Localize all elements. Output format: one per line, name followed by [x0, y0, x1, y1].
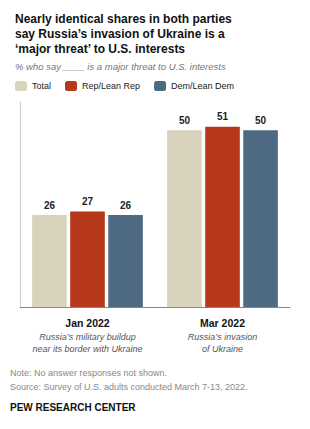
svg-text:Dem/Lean Dem: Dem/Lean Dem — [171, 81, 234, 91]
svg-text:near its border with Ukraine: near its border with Ukraine — [32, 344, 142, 354]
svg-text:Russia’s military buildup: Russia’s military buildup — [39, 332, 135, 342]
svg-text:50: 50 — [179, 115, 191, 126]
svg-text:Russia’s invasion: Russia’s invasion — [188, 332, 257, 342]
svg-text:Total: Total — [32, 81, 51, 91]
svg-text:27: 27 — [82, 196, 94, 207]
svg-text:Nearly identical shares in bot: Nearly identical shares in both parties — [15, 12, 232, 26]
svg-text:26: 26 — [44, 200, 56, 211]
svg-text:of Ukraine: of Ukraine — [202, 344, 243, 354]
svg-text:Rep/Lean Rep: Rep/Lean Rep — [82, 81, 140, 91]
svg-text:50: 50 — [255, 115, 267, 126]
svg-text:Mar 2022: Mar 2022 — [200, 317, 245, 329]
svg-text:‘major threat’ to U.S. interes: ‘major threat’ to U.S. interests — [15, 42, 185, 56]
svg-text:Jan 2022: Jan 2022 — [65, 317, 110, 329]
svg-text:Source: Survey of U.S. adults: Source: Survey of U.S. adults conducted … — [10, 382, 248, 392]
svg-text:say Russia’s invasion of Ukrai: say Russia’s invasion of Ukraine is a — [15, 27, 225, 41]
svg-text:% who say ____ is a major thre: % who say ____ is a major threat to U.S.… — [15, 61, 226, 72]
svg-text:PEW RESEARCH CENTER: PEW RESEARCH CENTER — [10, 402, 136, 413]
svg-text:Note: No answer responses not: Note: No answer responses not shown. — [10, 368, 167, 378]
svg-text:26: 26 — [120, 200, 132, 211]
svg-text:51: 51 — [217, 111, 229, 122]
